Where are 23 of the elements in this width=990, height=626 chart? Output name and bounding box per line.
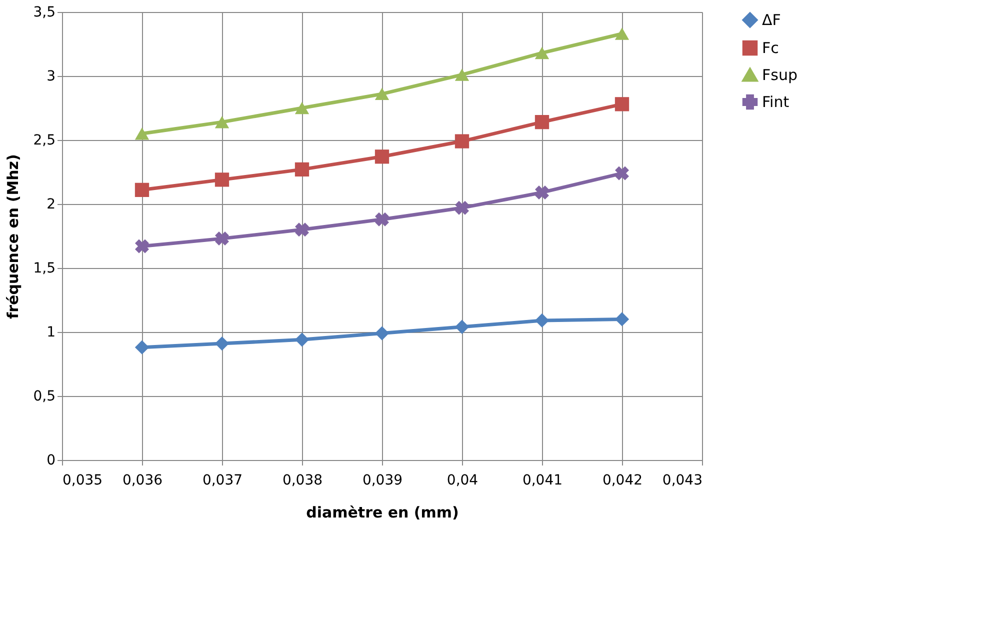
legend-label: ΔF xyxy=(762,11,781,29)
x-tick-label: 0,037 xyxy=(202,472,243,488)
legend-label: Fc xyxy=(762,39,779,57)
x-tick-label: 0,038 xyxy=(282,472,323,488)
legend-label: Fsup xyxy=(762,66,798,84)
y-tick-label: 3 xyxy=(46,68,56,84)
y-tick-label: 1,5 xyxy=(33,260,56,276)
x-tick-label: 0,04 xyxy=(446,472,478,488)
x-axis-title: diamètre en (mm) xyxy=(306,504,459,522)
y-tick-label: 2,5 xyxy=(33,132,56,148)
x-tick-label: 0,043 xyxy=(662,472,702,488)
y-axis-title: fréquence en (Mhz) xyxy=(4,154,22,319)
legend-label: Fint xyxy=(762,93,790,111)
y-tick-label: 0 xyxy=(46,452,56,468)
x-tick-label: 0,041 xyxy=(522,472,563,488)
y-tick-label: 2 xyxy=(46,196,56,212)
y-tick-label: 0,5 xyxy=(33,388,56,404)
x-tick-label: 0,042 xyxy=(602,472,643,488)
x-tick-label: 0,039 xyxy=(362,472,403,488)
y-tick-label: 3,5 xyxy=(33,4,56,20)
y-tick-label: 1 xyxy=(46,324,56,340)
x-tick-label: 0,035 xyxy=(62,472,103,488)
x-tick-label: 0,036 xyxy=(122,472,163,488)
